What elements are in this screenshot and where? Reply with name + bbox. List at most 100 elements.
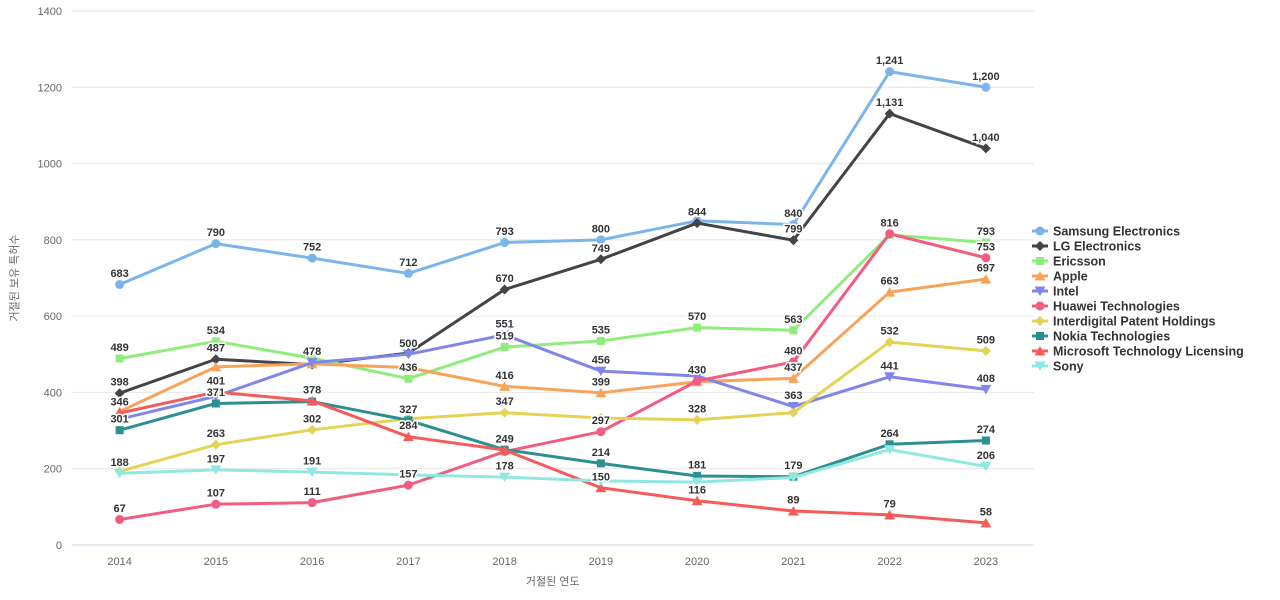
point-huawei-technologies-2016[interactable] [307, 498, 317, 508]
point-apple-2017[interactable] [402, 362, 414, 373]
point-apple-2022[interactable] [884, 287, 896, 297]
point-ericsson-2020[interactable] [693, 323, 702, 332]
point-intel-2019[interactable] [595, 366, 607, 377]
point-samsung-electronics-2016[interactable] [307, 253, 317, 263]
point-ericsson-2023[interactable] [981, 238, 990, 247]
point-intel-2022[interactable] [884, 372, 896, 382]
data-label: 264 [880, 428, 899, 440]
point-huawei-technologies-2015[interactable] [211, 499, 221, 509]
data-label: 150 [592, 471, 610, 483]
point-samsung-electronics-2017[interactable] [403, 268, 413, 278]
point-sony-2022[interactable] [884, 445, 896, 455]
point-huawei-technologies-2020[interactable] [692, 376, 702, 386]
legend-item-samsung-electronics[interactable]: Samsung Electronics [1032, 225, 1180, 239]
point-microsoft-technology-licensing-2023[interactable] [980, 517, 992, 528]
point-interdigital-patent-holdings-2016[interactable] [307, 424, 318, 435]
point-interdigital-patent-holdings-2015[interactable] [210, 439, 221, 450]
point-huawei-technologies-2022[interactable] [885, 229, 895, 239]
point-apple-2018[interactable] [499, 381, 511, 391]
point-nokia-technologies-2019[interactable] [596, 459, 605, 468]
legend-item-apple[interactable]: Apple [1032, 270, 1088, 284]
point-ericsson-2019[interactable] [596, 336, 605, 345]
point-sony-2016[interactable] [306, 467, 318, 478]
point-microsoft-technology-licensing-2022[interactable] [884, 509, 896, 520]
legend-item-microsoft-technology-licensing[interactable]: Microsoft Technology Licensing [1032, 345, 1244, 359]
point-samsung-electronics-2022[interactable] [885, 67, 895, 77]
legend-item-ericsson[interactable]: Ericsson [1032, 255, 1106, 269]
point-ericsson-2015[interactable] [211, 337, 220, 346]
point-nokia-technologies-2017[interactable] [404, 416, 413, 425]
legend-item-lg-electronics[interactable]: LG Electronics [1032, 240, 1141, 254]
point-nokia-technologies-2022[interactable] [885, 440, 894, 449]
legend-item-interdigital-patent-holdings[interactable]: Interdigital Patent Holdings [1032, 315, 1216, 329]
point-samsung-electronics-2015[interactable] [211, 239, 221, 249]
point-interdigital-patent-holdings-2021[interactable] [788, 407, 799, 418]
point-huawei-technologies-2014[interactable] [115, 514, 125, 524]
point-samsung-electronics-2023[interactable] [981, 82, 991, 92]
point-ericsson-2016[interactable] [308, 354, 317, 363]
point-lg-electronics-2022[interactable] [884, 108, 895, 119]
point-huawei-technologies-2021[interactable] [788, 357, 798, 367]
point-microsoft-technology-licensing-2016[interactable] [306, 395, 318, 406]
point-nokia-technologies-2014[interactable] [115, 426, 124, 435]
point-lg-electronics-2020[interactable] [692, 218, 703, 229]
point-apple-2019[interactable] [595, 387, 607, 398]
data-label: 263 [207, 428, 225, 440]
point-ericsson-2021[interactable] [789, 326, 798, 335]
point-ericsson-2018[interactable] [500, 343, 509, 352]
point-ericsson-2014[interactable] [115, 354, 124, 363]
point-apple-2021[interactable] [787, 373, 799, 383]
x-tick-label: 2018 [492, 556, 516, 568]
point-interdigital-patent-holdings-2023[interactable] [980, 345, 991, 356]
point-huawei-technologies-2019[interactable] [596, 427, 606, 437]
point-intel-2023[interactable] [980, 384, 992, 395]
point-sony-2015[interactable] [210, 465, 222, 475]
point-samsung-electronics-2014[interactable] [115, 279, 125, 289]
point-nokia-technologies-2020[interactable] [693, 471, 702, 480]
point-lg-electronics-2015[interactable] [210, 354, 221, 365]
point-lg-electronics-2018[interactable] [499, 284, 510, 295]
point-lg-electronics-2019[interactable] [595, 254, 606, 265]
point-intel-2016[interactable] [306, 358, 318, 368]
point-sony-2023[interactable] [980, 461, 992, 472]
point-huawei-technologies-2017[interactable] [403, 480, 413, 490]
legend-item-sony[interactable]: Sony [1032, 360, 1084, 374]
point-intel-2020[interactable] [691, 371, 703, 382]
point-intel-2021[interactable] [787, 402, 799, 412]
point-nokia-technologies-2023[interactable] [981, 436, 990, 445]
point-interdigital-patent-holdings-2020[interactable] [692, 414, 703, 425]
point-lg-electronics-2021[interactable] [788, 235, 799, 246]
point-microsoft-technology-licensing-2018[interactable] [499, 445, 511, 455]
point-sony-2019[interactable] [595, 476, 607, 486]
point-microsoft-technology-licensing-2014[interactable] [114, 408, 126, 418]
point-interdigital-patent-holdings-2022[interactable] [884, 337, 895, 348]
point-lg-electronics-2014[interactable] [114, 388, 125, 399]
point-microsoft-technology-licensing-2017[interactable] [402, 431, 414, 442]
point-samsung-electronics-2019[interactable] [596, 235, 606, 245]
point-sony-2020[interactable] [691, 477, 703, 488]
point-intel-2017[interactable] [402, 349, 414, 360]
point-nokia-technologies-2015[interactable] [211, 399, 220, 408]
point-interdigital-patent-holdings-2019[interactable] [595, 412, 606, 423]
point-sony-2014[interactable] [114, 468, 126, 479]
legend-item-intel[interactable]: Intel [1032, 285, 1079, 299]
point-samsung-electronics-2021[interactable] [788, 220, 798, 230]
point-sony-2021[interactable] [787, 472, 799, 483]
point-apple-2015[interactable] [210, 361, 222, 372]
point-microsoft-technology-licensing-2019[interactable] [595, 482, 607, 493]
point-ericsson-2017[interactable] [404, 374, 413, 383]
point-huawei-technologies-2023[interactable] [981, 253, 991, 263]
point-microsoft-technology-licensing-2015[interactable] [210, 387, 222, 397]
point-sony-2017[interactable] [402, 470, 414, 480]
legend-item-huawei-technologies[interactable]: Huawei Technologies [1032, 300, 1180, 314]
point-samsung-electronics-2018[interactable] [500, 238, 510, 248]
point-apple-2023[interactable] [980, 274, 992, 284]
point-lg-electronics-2023[interactable] [980, 143, 991, 154]
point-sony-2018[interactable] [499, 472, 511, 483]
point-microsoft-technology-licensing-2021[interactable] [787, 506, 799, 516]
data-label: 116 [688, 484, 706, 496]
point-interdigital-patent-holdings-2018[interactable] [499, 407, 510, 418]
point-microsoft-technology-licensing-2020[interactable] [691, 495, 703, 506]
legend-item-nokia-technologies[interactable]: Nokia Technologies [1032, 330, 1170, 344]
point-intel-2018[interactable] [499, 330, 511, 340]
